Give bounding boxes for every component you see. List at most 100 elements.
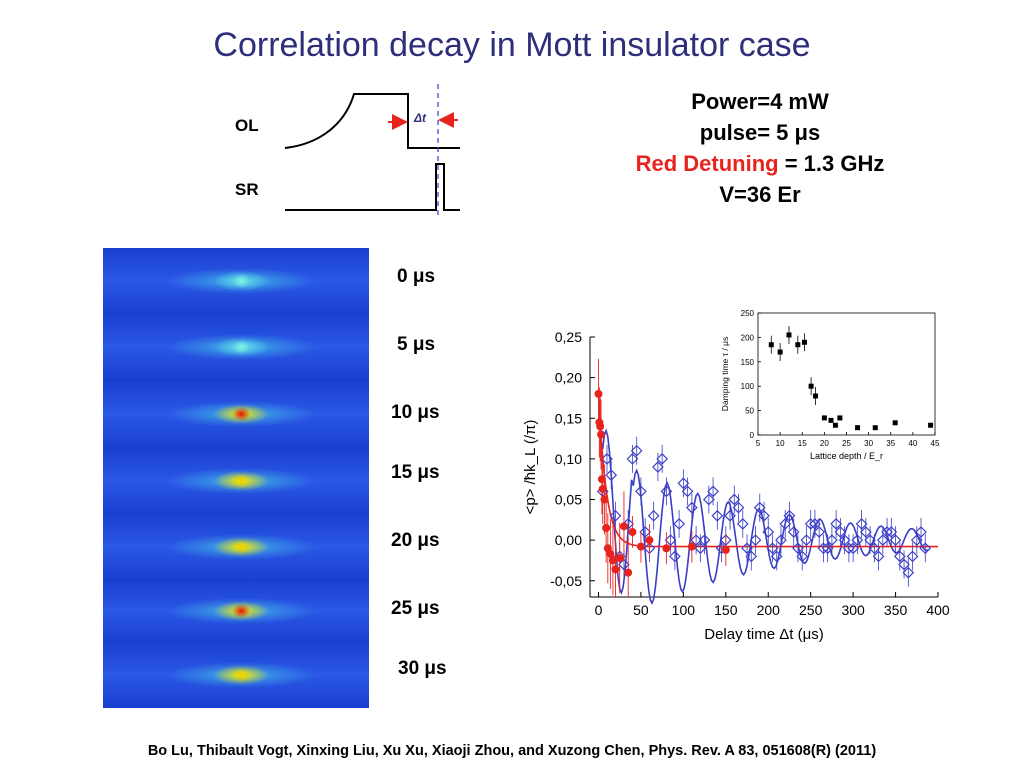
slide-title: Correlation decay in Mott insulator case [213,26,811,64]
blue-data-point [656,453,668,465]
frame-delay-label: 15 μs [391,462,440,483]
blue-data-point [906,550,919,563]
inset-y-tick-label: 150 [741,358,755,367]
red-fit-curve [597,392,938,548]
frame-delay-label: 5 μs [397,334,436,355]
blue-data-point [834,526,847,538]
blue-data-point [753,501,766,514]
blue-data-point [669,550,681,563]
red-data-point [602,523,611,532]
inset-x-tick-label: 40 [908,439,917,448]
blue-data-point [804,518,817,530]
frame-delay-label: 25 μs [391,598,440,619]
blue-data-point [601,453,613,465]
inset-y-tick-label: 250 [741,309,755,318]
x-tick-label: 100 [672,602,696,618]
ol-label: OL [235,116,259,135]
blue-data-point [847,542,859,555]
red-data-point [600,495,609,504]
red-data-point [662,544,671,553]
inset-data-point [928,422,934,428]
blue-data-point [855,518,868,530]
blue-data-point [698,534,711,546]
red-data-point [598,484,607,493]
inset-data-point [786,332,792,338]
blue-data-point [787,526,800,538]
blue-data-point [749,534,762,546]
blue-data-point [779,518,792,530]
blue-data-point [868,542,881,555]
red-data-point [611,565,620,574]
blue-data-point [902,566,915,579]
y-tick-label: 0,15 [555,410,582,426]
blue-data-point [741,542,753,555]
blue-data-point [652,461,664,473]
y-tick-label: 0,25 [555,329,582,345]
red-data-point [597,430,606,439]
sr-label: SR [235,180,259,199]
y-tick-label: 0,20 [555,370,582,386]
red-data-point [619,522,628,531]
blue-data-point [711,509,724,522]
power-text: Power=4 mW [691,89,829,114]
absorption-frame [103,580,369,642]
blue-data-point [664,534,677,546]
blue-data-point [635,485,647,498]
red-data-point [645,536,654,545]
blue-data-point [889,534,902,546]
red-data-point [628,528,637,536]
blue-data-point [783,509,796,522]
inset-y-tick-label: 0 [750,431,755,440]
red-data-point [608,556,617,565]
blue-data-point [690,534,702,546]
x-tick-label: 400 [926,602,950,618]
blue-data-point [910,534,923,546]
red-data-point [721,545,730,554]
inset-data-point [795,342,801,348]
blue-data-point [745,550,758,563]
blue-data-point [736,518,749,530]
damping-time-inset: 0 50 100 150 200 250 5 10 15 20 25 30 35 40 45 Lattice … [718,305,947,471]
blue-data-point [732,501,745,514]
red-data-point [596,422,605,431]
red-detuning-label: Red Detuning [635,151,779,176]
blue-data-point [728,493,741,506]
inset-x-tick-label: 5 [756,439,761,448]
inset-x-tick-label: 25 [842,439,851,448]
inset-y-tick-label: 50 [745,407,754,416]
blue-data-point [860,526,872,538]
red-data-point [615,554,624,562]
y-tick-label: 0,05 [555,492,582,508]
inset-data-point [777,349,783,355]
blue-data-point [686,501,698,514]
inset-x-tick-label: 30 [864,439,873,448]
absorption-frame [103,642,369,708]
blue-data-point [813,526,826,538]
momentum-decay-plot: -0,050,000,050,100,150,200,250 50 100 150 20… [522,305,950,643]
red-data-point [624,568,633,577]
inset-y-tick-label: 200 [741,333,755,342]
blue-data-point [885,526,898,538]
frame-delay-label: 0 μs [397,266,436,287]
x-tick-label: 300 [841,602,865,618]
x-tick-label: 200 [757,602,781,618]
sr-waveform [285,163,460,211]
blue-data-point [817,542,830,555]
blue-data-point [707,485,719,498]
inset-data-point [855,425,861,431]
absorption-frame [103,248,369,314]
pulse-text: pulse= 5 μs [699,120,821,145]
x-axis-label: Delay time Δt (μs) [704,626,824,643]
frame-delay-label: 10 μs [391,402,440,423]
blue-data-point [851,534,864,546]
red-data-point [636,542,645,551]
absorption-frame [103,380,369,448]
absorption-frame [103,514,369,580]
inset-y-tick-label: 100 [741,382,755,391]
delta-t-label: Δt [413,111,427,125]
x-tick-label: 150 [714,602,738,618]
blue-data-point [724,509,736,522]
pulse-timing-diagram: Δt [284,84,460,219]
y-axis-label: <p> /ħk_L (/π) [522,420,539,515]
blue-data-point [864,534,876,546]
